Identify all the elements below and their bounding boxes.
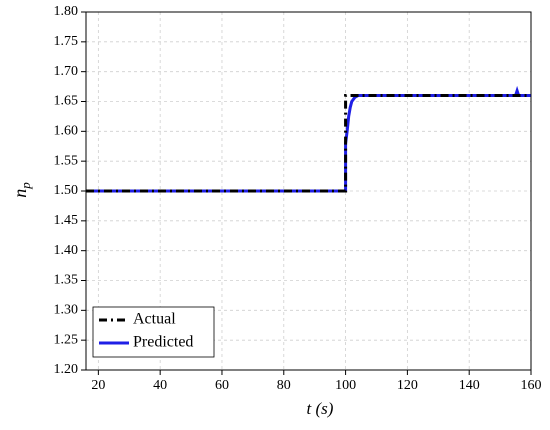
series-line [86, 85, 531, 193]
x-tick-label: 140 [459, 378, 480, 393]
y-axis-label-main: n [10, 189, 30, 198]
x-axis-label: t (s) [307, 399, 334, 418]
y-tick-label: 1.35 [54, 273, 79, 288]
y-axis-label: np [10, 182, 33, 198]
series-line [86, 94, 531, 193]
x-tick-label: 60 [215, 378, 229, 393]
legend-box [92, 306, 215, 358]
y-tick-label: 1.30 [54, 303, 79, 318]
y-tick-label: 1.65 [54, 94, 79, 109]
x-tick-label: 40 [153, 378, 167, 393]
y-tick-label: 1.75 [54, 34, 79, 49]
y-tick-label: 1.55 [54, 153, 79, 168]
x-tick-label: 160 [521, 378, 542, 393]
y-tick-label: 1.40 [54, 243, 79, 258]
legend-label: Predicted [133, 334, 193, 351]
y-tick-label: 1.20 [54, 362, 79, 377]
x-tick-label: 20 [91, 378, 105, 393]
x-tick-label: 100 [335, 378, 356, 393]
y-tick-label: 1.80 [54, 4, 79, 19]
x-tick-label: 120 [397, 378, 418, 393]
y-tick-label: 1.70 [54, 64, 79, 79]
y-tick-label: 1.60 [54, 124, 79, 139]
legend-label: Actual [133, 311, 176, 328]
y-tick-label: 1.25 [54, 332, 79, 347]
x-tick-label: 80 [277, 378, 291, 393]
legend: Actual Predicted [92, 306, 215, 358]
y-axis-label-sub: p [18, 182, 33, 190]
y-tick-label: 1.50 [54, 183, 79, 198]
y-tick-label: 1.45 [54, 213, 79, 228]
